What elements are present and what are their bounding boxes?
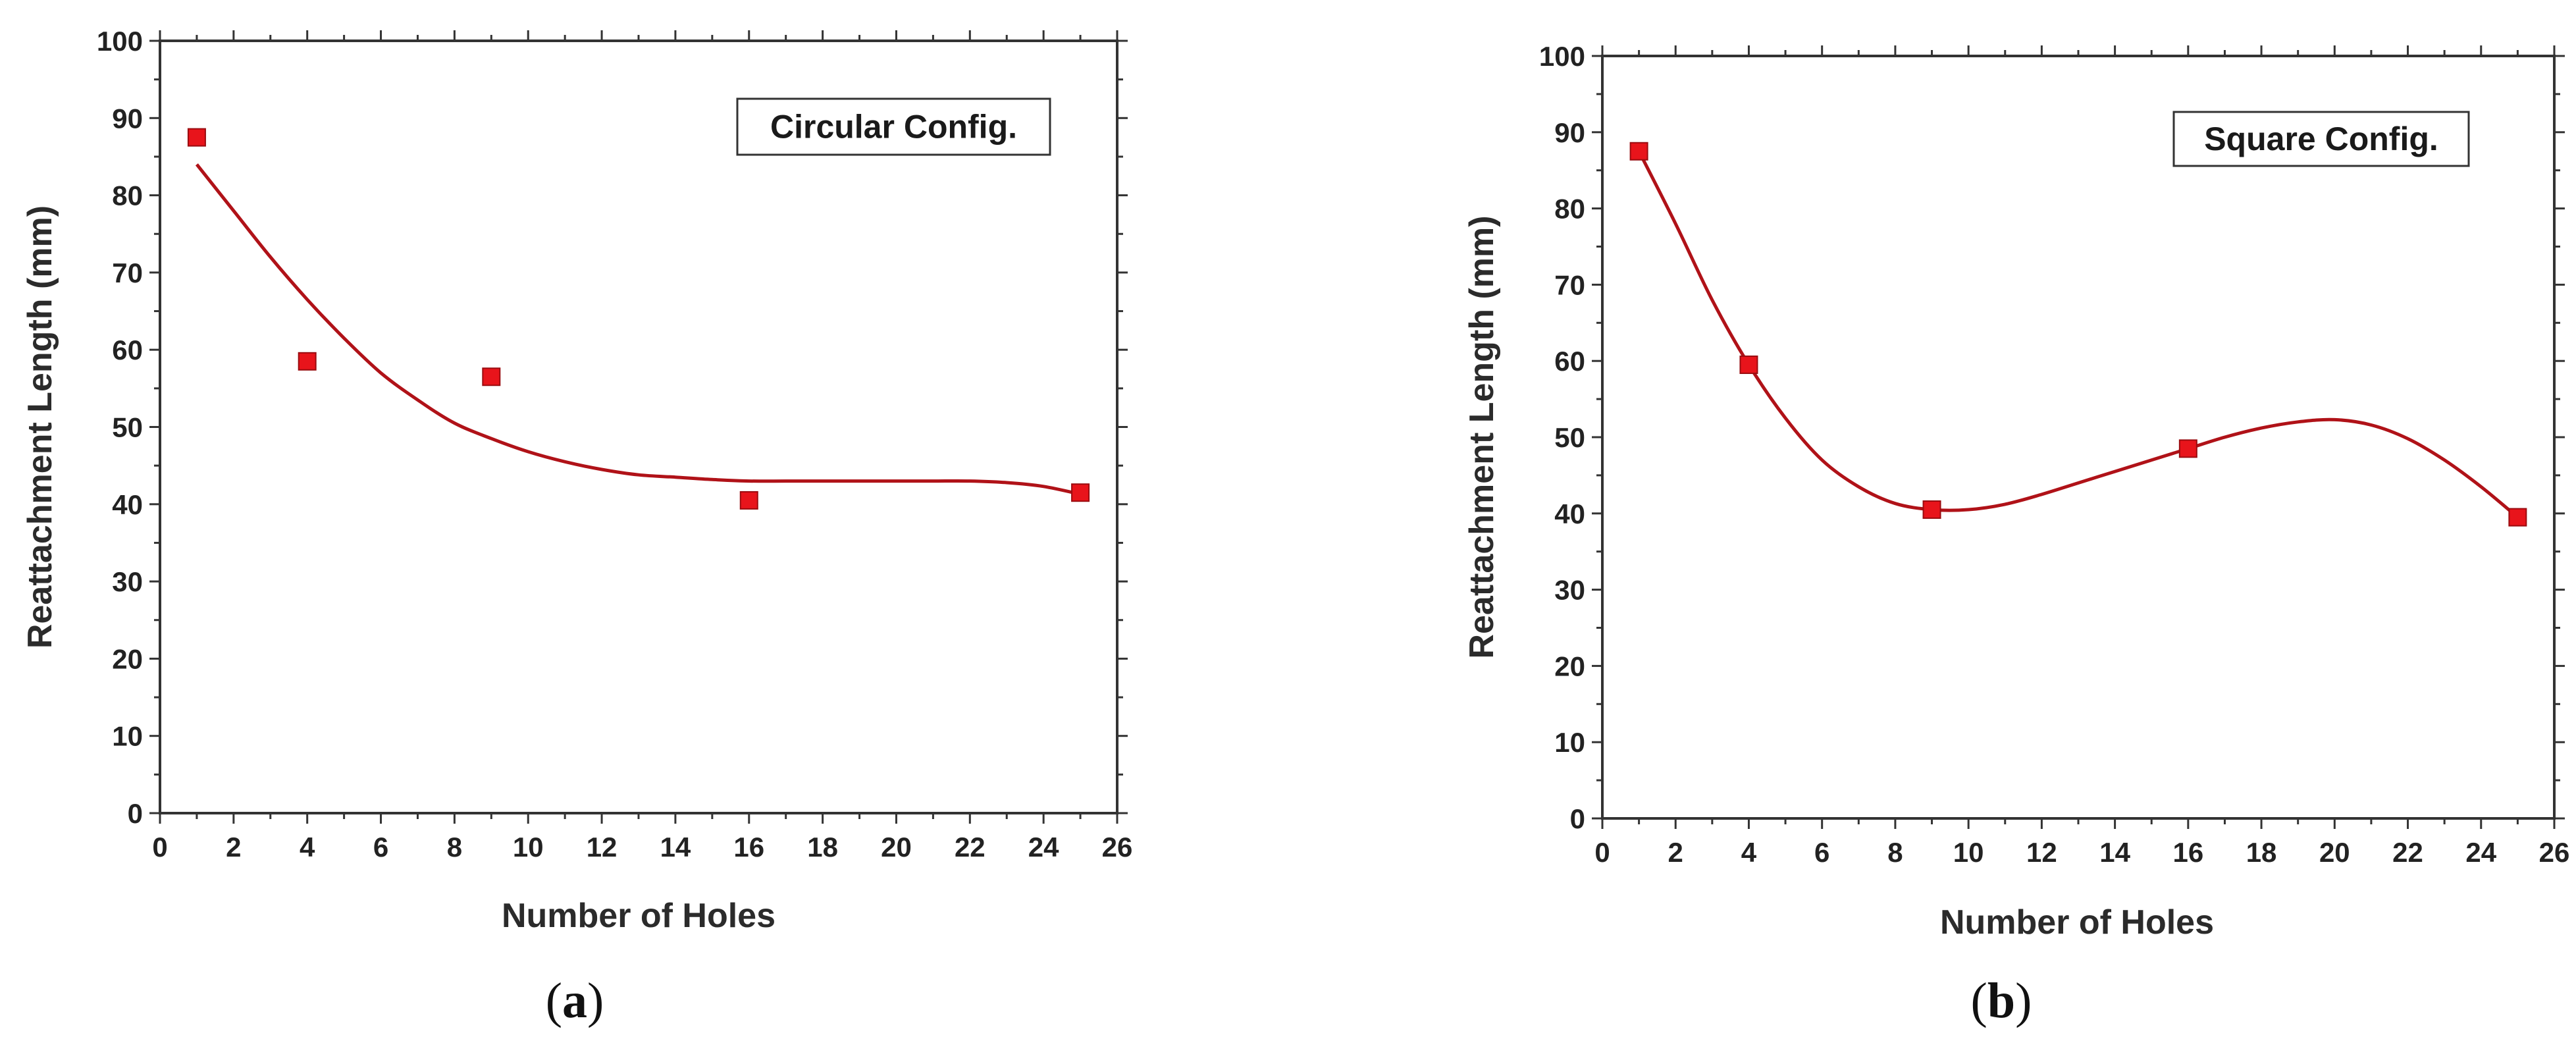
y-tick-label: 90: [1554, 117, 1585, 148]
panel-label-letter: b: [1987, 973, 2015, 1028]
panel-label-close-paren: ): [2015, 973, 2032, 1028]
panel-label-open-paren: (: [1971, 973, 1987, 1028]
annotation-box: [736, 97, 1051, 156]
data-point: [298, 352, 317, 371]
y-tick-label: 60: [112, 334, 143, 365]
y-tick-label: 70: [1554, 269, 1585, 300]
y-tick-label: 20: [112, 643, 143, 674]
x-axis-title: Number of Holes: [1940, 903, 2214, 942]
x-tick-label: 20: [2319, 837, 2350, 868]
x-tick-label: 2: [1668, 837, 1683, 868]
x-tick-label: 12: [587, 832, 618, 863]
y-tick-label: 10: [112, 721, 143, 752]
x-tick-label: 4: [300, 832, 315, 863]
panel-label-open-paren: (: [546, 973, 562, 1028]
panel-label-letter: a: [562, 973, 587, 1028]
y-axis-title: Reattachment Length (mm): [21, 205, 59, 649]
x-tick-label: 14: [660, 832, 691, 863]
panel-label: (b): [1971, 973, 2032, 1028]
panel-label-close-paren: ): [587, 973, 604, 1028]
annotation-box: [2172, 111, 2470, 167]
x-tick-label: 20: [881, 832, 912, 863]
x-tick-label: 16: [733, 832, 764, 863]
y-tick-label: 30: [1554, 575, 1585, 606]
data-point: [739, 491, 758, 510]
x-tick-label: 16: [2172, 837, 2203, 868]
x-tick-label: 6: [373, 832, 388, 863]
x-tick-label: 18: [2246, 837, 2277, 868]
y-tick-label: 50: [1554, 422, 1585, 453]
plot-frame: [1601, 55, 2556, 820]
chart-panel-b: 0 2 4 6 8 10 12 14 16 18 20 22 24 2601020304050607080…: [1463, 41, 2569, 1028]
data-point: [187, 128, 206, 147]
x-tick-label: 8: [447, 832, 462, 863]
annotation-label: Square Config.: [2204, 120, 2438, 157]
x-tick-label: 26: [2539, 837, 2570, 868]
data-point: [2178, 439, 2197, 458]
y-tick-label: 50: [112, 412, 143, 443]
y-tick-label: 100: [1539, 41, 1585, 72]
x-tick-label: 24: [2465, 837, 2496, 868]
fit-curve-line: [1637, 150, 2519, 519]
data-point: [482, 367, 501, 386]
y-tick-label: 40: [112, 489, 143, 520]
y-tick-label: 70: [112, 257, 143, 288]
x-tick-label: 0: [152, 832, 167, 863]
x-tick-label: 2: [226, 832, 241, 863]
y-tick-label: 80: [112, 180, 143, 211]
x-tick-label: 6: [1814, 837, 1829, 868]
panel-label: (a): [546, 973, 604, 1028]
fit-curve-line: [195, 163, 1081, 496]
y-tick-label: 60: [1554, 346, 1585, 377]
x-tick-label: 14: [2099, 837, 2130, 868]
x-tick-label: 8: [1887, 837, 1903, 868]
x-tick-label: 10: [513, 832, 544, 863]
y-tick-label: 80: [1554, 194, 1585, 225]
plot-frame: [159, 40, 1118, 814]
x-tick-label: 12: [2026, 837, 2057, 868]
y-tick-label: 30: [112, 566, 143, 597]
y-tick-label: 0: [1570, 803, 1585, 834]
x-tick-label: 4: [1741, 837, 1757, 868]
x-tick-label: 26: [1102, 832, 1133, 863]
chart-panel-a: 0 2 4 6 8 10 12 14 16 18 20 22 24 2601020304050607080…: [21, 26, 1132, 1028]
y-tick-label: 100: [97, 26, 143, 57]
data-point: [1922, 500, 1941, 519]
y-tick-label: 0: [128, 798, 143, 829]
y-tick-label: 20: [1554, 651, 1585, 681]
y-tick-label: 90: [112, 103, 143, 134]
x-tick-label: 0: [1594, 837, 1610, 868]
data-point: [1629, 142, 1648, 161]
y-axis-title: Reattachment Length (mm): [1463, 215, 1501, 658]
data-point: [1739, 355, 1758, 374]
x-tick-label: 22: [2392, 837, 2423, 868]
x-tick-label: 24: [1028, 832, 1059, 863]
x-tick-label: 22: [955, 832, 986, 863]
x-tick-label: 10: [1953, 837, 1984, 868]
data-point: [1071, 483, 1090, 502]
y-tick-label: 40: [1554, 498, 1585, 529]
annotation-label: Circular Config.: [770, 109, 1017, 146]
x-axis-title: Number of Holes: [502, 897, 775, 935]
x-tick-label: 18: [807, 832, 838, 863]
data-point: [2508, 508, 2527, 527]
y-tick-label: 10: [1554, 727, 1585, 758]
